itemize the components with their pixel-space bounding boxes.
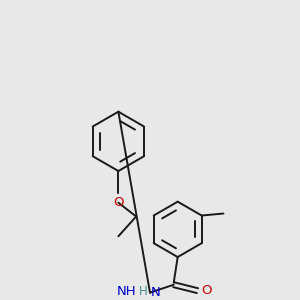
- Text: N: N: [151, 286, 161, 299]
- Text: H: H: [139, 285, 148, 298]
- Text: O: O: [201, 284, 212, 297]
- Text: NH: NH: [116, 285, 136, 298]
- Text: O: O: [113, 196, 124, 209]
